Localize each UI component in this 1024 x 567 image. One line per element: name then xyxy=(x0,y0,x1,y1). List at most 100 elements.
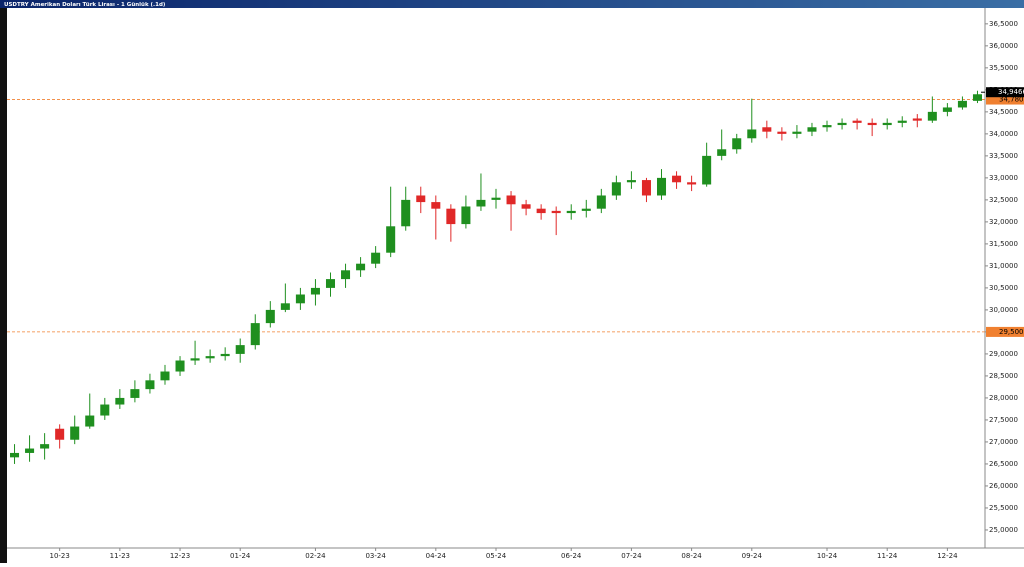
candle-body xyxy=(822,125,832,128)
x-tick-label: 07-24 xyxy=(621,552,642,560)
candle-body xyxy=(250,323,260,346)
candle-body xyxy=(115,397,125,405)
y-tick-label: 34,5000 xyxy=(989,108,1018,116)
x-tick-label: 04-24 xyxy=(426,552,447,560)
last-price-label: 34,9466 xyxy=(998,88,1024,96)
y-tick-label: 26,0000 xyxy=(989,482,1018,490)
candle-body xyxy=(611,182,621,196)
candle-body xyxy=(25,448,35,453)
candle-body xyxy=(175,360,185,372)
y-tick-label: 35,5000 xyxy=(989,64,1018,72)
x-tick-label: 12-24 xyxy=(937,552,958,560)
x-tick-label: 12-23 xyxy=(170,552,190,560)
candle-body xyxy=(656,177,667,196)
candle-body xyxy=(356,263,366,271)
last-price-box xyxy=(986,87,1024,98)
y-tick-label: 27,0000 xyxy=(989,438,1018,446)
candle-body xyxy=(431,202,441,209)
candle-body xyxy=(70,426,80,440)
price-label: 29,500 xyxy=(999,328,1024,336)
y-tick-label: 27,5000 xyxy=(989,416,1018,424)
candle-body xyxy=(957,100,967,108)
x-tick-label: 03-24 xyxy=(365,552,386,560)
x-tick-label: 09-24 xyxy=(742,552,763,560)
candle-body xyxy=(325,279,336,288)
candle-body xyxy=(85,415,95,427)
candle-body xyxy=(882,122,892,126)
candle-body xyxy=(10,452,20,458)
plot-area xyxy=(7,8,985,548)
candle-body xyxy=(732,138,742,150)
candle-body xyxy=(566,210,576,214)
y-tick-label: 28,0000 xyxy=(989,394,1018,402)
price-label-box xyxy=(986,326,1024,337)
candle-body xyxy=(702,155,712,185)
x-tick-label: 11-24 xyxy=(877,552,898,560)
toolbar xyxy=(0,8,7,563)
candle-body xyxy=(446,208,456,225)
candle-body xyxy=(972,94,982,101)
candle-body xyxy=(596,195,606,209)
price-label-box xyxy=(986,94,1024,105)
candle-body xyxy=(55,428,65,440)
candle-body xyxy=(852,120,862,123)
candle-body xyxy=(235,345,245,354)
candle-body xyxy=(807,127,817,132)
candle-body xyxy=(100,404,110,416)
x-tick-label: 10-24 xyxy=(817,552,838,560)
y-tick-label: 33,5000 xyxy=(989,152,1018,160)
y-tick-label: 31,0000 xyxy=(989,262,1018,270)
candle-body xyxy=(687,182,697,185)
candle-body xyxy=(777,131,787,134)
candle-body xyxy=(551,210,561,214)
candle-body xyxy=(386,226,396,253)
x-tick-label: 08-24 xyxy=(681,552,702,560)
candle-body xyxy=(927,111,937,121)
candle-body xyxy=(371,252,381,264)
candle-body xyxy=(145,380,155,390)
candle-body xyxy=(672,175,682,183)
candle-body xyxy=(401,199,411,227)
candle-body xyxy=(295,294,305,304)
candle-body xyxy=(130,389,140,398)
y-tick-label: 26,5000 xyxy=(989,460,1018,468)
candle-body xyxy=(506,195,516,205)
candle-body xyxy=(867,122,877,126)
y-tick-label: 32,0000 xyxy=(989,218,1018,226)
candle-body xyxy=(641,180,651,196)
candle-body xyxy=(626,180,636,183)
candle-body xyxy=(536,208,546,214)
y-tick-label: 29,0000 xyxy=(989,350,1018,358)
y-tick-label: 36,5000 xyxy=(989,20,1018,28)
x-tick-label: 02-24 xyxy=(305,552,326,560)
x-tick-label: 01-24 xyxy=(230,552,251,560)
y-tick-label: 36,0000 xyxy=(989,42,1018,50)
candle-body xyxy=(942,107,952,112)
candle-body xyxy=(717,149,727,156)
price-label: 34,780 xyxy=(999,96,1024,104)
y-tick-label: 30,0000 xyxy=(989,306,1018,314)
candle-body xyxy=(341,270,351,280)
candle-body xyxy=(491,197,501,200)
y-tick-label: 25,0000 xyxy=(989,526,1018,534)
candle-body xyxy=(160,371,170,381)
chart-title: USDTRY Amerikan Doları Türk Lirası - 1 G… xyxy=(4,2,166,8)
candle-body xyxy=(461,206,471,225)
candle-body xyxy=(416,195,426,203)
candle-body xyxy=(476,199,486,207)
candle-body xyxy=(747,129,757,139)
y-tick-label: 34,0000 xyxy=(989,130,1018,138)
y-tick-label: 31,5000 xyxy=(989,240,1018,248)
candle-body xyxy=(265,309,275,324)
candle-body xyxy=(912,118,922,121)
candle-body xyxy=(205,356,215,359)
candle-body xyxy=(190,358,200,361)
y-tick-label: 33,0000 xyxy=(989,174,1018,182)
title-bar xyxy=(0,0,1024,8)
candle-body xyxy=(581,208,591,211)
y-tick-label: 28,5000 xyxy=(989,372,1018,380)
candle-body xyxy=(521,204,531,209)
candle-body xyxy=(40,444,50,449)
